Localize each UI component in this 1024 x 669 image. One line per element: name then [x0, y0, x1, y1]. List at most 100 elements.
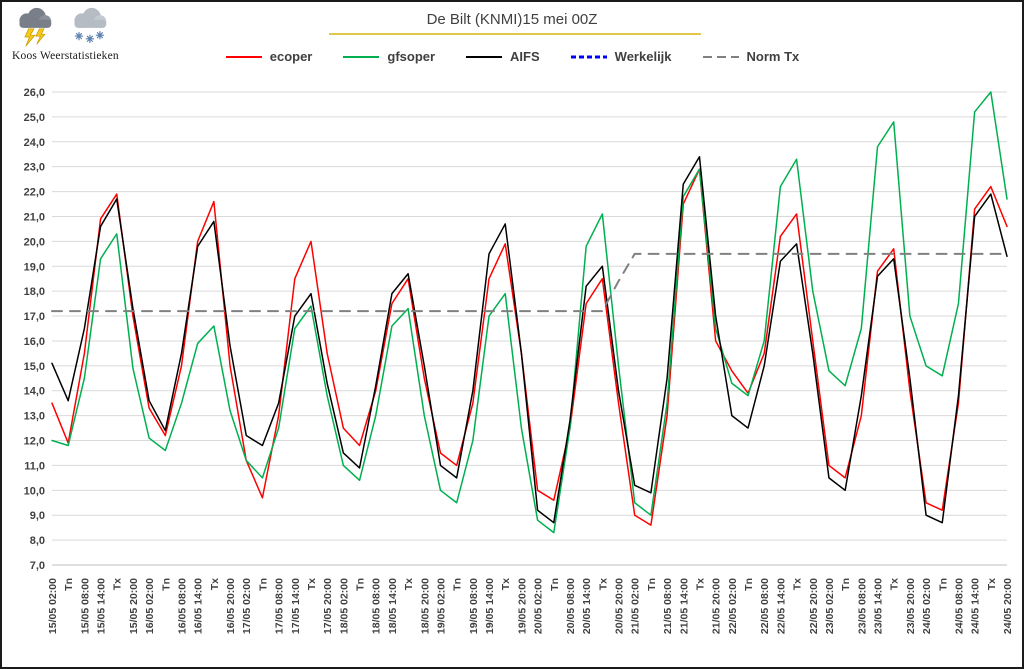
x-axis-label: 15/05 14:00: [96, 578, 108, 634]
x-axis-label: Tn: [355, 578, 367, 591]
x-axis-label: 23/05 02:00: [824, 578, 836, 634]
legend-line-sample: [343, 55, 380, 58]
y-axis-label: 9,0: [30, 510, 45, 522]
y-axis-label: 10,0: [24, 485, 45, 497]
x-axis-label: Tx: [209, 578, 221, 590]
y-axis-label: 26,0: [24, 87, 45, 99]
y-axis-label: 16,0: [24, 336, 45, 348]
x-axis-label: 15/05 20:00: [128, 578, 140, 634]
x-axis-label: 24/05 20:00: [1002, 578, 1014, 634]
legend-line-sample: [570, 55, 607, 58]
x-axis-label: 21/05 02:00: [630, 578, 642, 634]
x-axis-label: 21/05 08:00: [662, 578, 674, 634]
series-norm-tx: [51, 252, 1008, 313]
x-axis-label: 18/05 08:00: [371, 578, 383, 634]
y-axis-label: 20,0: [24, 236, 45, 248]
series-ecoper: [51, 168, 1008, 526]
x-axis-label: 19/05 20:00: [516, 578, 528, 634]
legend-label: Norm Tx: [746, 49, 800, 64]
legend-line-sample: [225, 55, 262, 58]
storm-cloud-icon: [19, 7, 52, 47]
legend-item-gfsoper[interactable]: gfsoper: [342, 49, 435, 64]
x-axis-label: Tx: [792, 578, 804, 590]
x-axis-label: Tn: [743, 578, 755, 591]
x-axis-label: Tn: [257, 578, 269, 591]
y-axis-label: 14,0: [24, 386, 45, 398]
y-axis-label: 11,0: [24, 460, 45, 472]
x-axis-label: Tn: [549, 578, 561, 591]
x-axis-label: Tx: [986, 578, 998, 590]
x-axis-label: Tx: [694, 578, 706, 590]
y-axis-label: 13,0: [24, 411, 45, 423]
x-axis-label: 22/05 02:00: [727, 578, 739, 634]
legend-line-sample: [702, 55, 739, 58]
legend-item-werkelijk[interactable]: Werkelijk: [570, 49, 672, 64]
x-axis-label: 22/05 20:00: [808, 578, 820, 634]
x-axis-label: Tx: [500, 578, 512, 590]
x-axis-label: 17/05 08:00: [274, 578, 286, 634]
x-axis-label: 24/05 08:00: [953, 578, 965, 634]
series-aifs: [51, 155, 1008, 524]
snow-cloud-icon: [74, 7, 107, 44]
y-axis-label: 23,0: [24, 162, 45, 174]
y-axis-label: 22,0: [24, 187, 45, 199]
x-axis-label: 18/05 14:00: [387, 578, 399, 634]
y-axis-label: 25,0: [24, 112, 45, 124]
x-axis-label: 20/05 20:00: [614, 578, 626, 634]
x-axis-label: Tn: [937, 578, 949, 591]
x-axis-label: 19/05 14:00: [484, 578, 496, 634]
y-axis-label: 15,0: [24, 361, 45, 373]
x-axis-label: 21/05 20:00: [711, 578, 723, 634]
y-axis-label: 12,0: [24, 436, 45, 448]
x-axis-label: 24/05 02:00: [921, 578, 933, 634]
chart-title: De Bilt (KNMI)15 mei 00Z: [426, 11, 598, 28]
x-axis-label: Tx: [306, 578, 318, 590]
y-axis-label: 19,0: [24, 261, 45, 273]
x-axis-label: 19/05 08:00: [468, 578, 480, 634]
x-axis-label: 18/05 20:00: [419, 578, 431, 634]
x-axis-label: 20/05 14:00: [581, 578, 593, 634]
x-axis-label: 16/05 20:00: [225, 578, 237, 634]
legend-label: ecoper: [269, 49, 313, 64]
x-axis-label: 15/05 02:00: [47, 578, 59, 634]
x-axis-label: 23/05 08:00: [856, 578, 868, 634]
x-axis-label: 23/05 14:00: [873, 578, 885, 634]
legend-item-aifs[interactable]: AIFS: [465, 49, 540, 64]
x-axis-label: Tn: [840, 578, 852, 591]
x-axis-label: 16/05 14:00: [193, 578, 205, 634]
y-axis-label: 8,0: [30, 535, 45, 547]
y-axis-label: 21,0: [24, 211, 45, 223]
x-axis-label: 21/05 14:00: [678, 578, 690, 634]
x-axis-label: 17/05 20:00: [322, 578, 334, 634]
legend-label: gfsoper: [387, 49, 436, 64]
x-axis-label: 22/05 14:00: [775, 578, 787, 634]
x-axis-label: Tn: [646, 578, 658, 591]
series-gfsoper: [51, 91, 1008, 534]
branding: Koos Weerstatistieken: [12, 7, 152, 62]
legend-label: Werkelijk: [614, 49, 672, 64]
legend-item-norm-tx[interactable]: Norm Tx: [702, 49, 800, 64]
x-axis-label: 23/05 20:00: [905, 578, 917, 634]
y-axis-label: 18,0: [24, 286, 45, 298]
legend-line-sample: [466, 55, 503, 58]
x-axis-label: 15/05 08:00: [79, 578, 91, 634]
x-axis-label: 18/05 02:00: [338, 578, 350, 634]
x-axis-label: Tx: [403, 578, 415, 590]
x-axis-label: 20/05 02:00: [533, 578, 545, 634]
x-axis-label: 24/05 14:00: [970, 578, 982, 634]
x-axis-label: 16/05 08:00: [176, 578, 188, 634]
x-axis-label: 22/05 08:00: [759, 578, 771, 634]
x-axis-label: Tn: [452, 578, 464, 591]
chart-legend: ecoper gfsoper AIFS Werkelijk Norm Tx: [2, 49, 1022, 64]
x-axis-label: 16/05 02:00: [144, 578, 156, 634]
legend-item-ecoper[interactable]: ecoper: [225, 49, 313, 64]
x-axis-label: Tn: [63, 578, 75, 591]
x-axis-label: 17/05 02:00: [241, 578, 253, 634]
snowflakes: [74, 30, 105, 44]
x-axis-label: Tx: [112, 578, 124, 590]
y-axis-label: 17,0: [24, 311, 45, 323]
legend-label: AIFS: [510, 49, 540, 64]
x-axis-label: Tx: [597, 578, 609, 590]
